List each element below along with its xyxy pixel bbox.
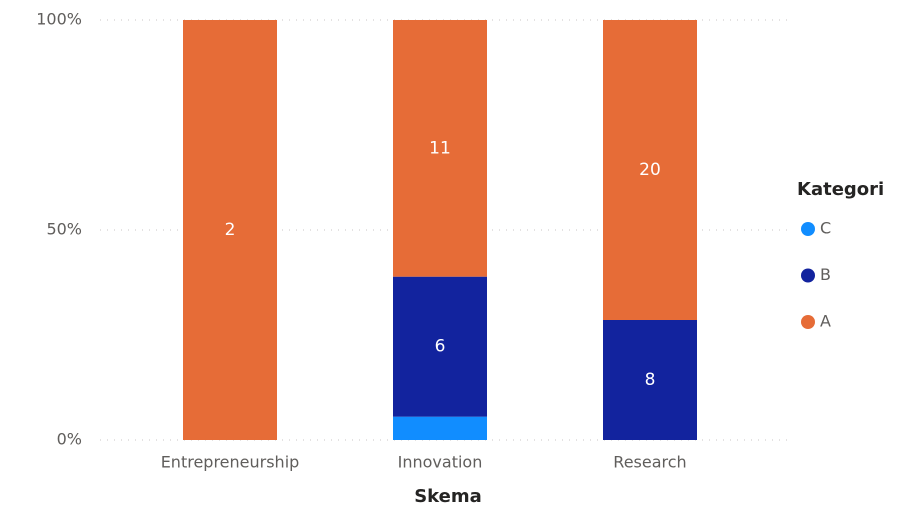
- bar-segment: [393, 20, 487, 277]
- data-label: 20: [639, 160, 661, 180]
- y-tick-label: 0%: [57, 430, 82, 449]
- y-tick-label: 100%: [36, 10, 82, 29]
- bar-segment: [183, 20, 277, 440]
- data-label: 8: [645, 370, 656, 390]
- y-tick-label: 50%: [46, 220, 82, 239]
- data-label: 2: [225, 220, 236, 240]
- bar-segment: [603, 20, 697, 320]
- bar-segment: [603, 320, 697, 440]
- x-tick-label: Innovation: [398, 453, 483, 472]
- data-label: 11: [429, 138, 451, 158]
- bar-segment: [393, 276, 487, 417]
- legend-label: C: [820, 219, 831, 238]
- legend-swatch: [801, 268, 815, 283]
- legend-swatch: [801, 222, 815, 236]
- legend-swatch: [801, 315, 815, 329]
- legend-label: A: [820, 312, 831, 331]
- x-tick-label: Entrepreneurship: [161, 453, 300, 472]
- x-axis-title: Skema: [414, 486, 482, 507]
- x-tick-label: Research: [613, 453, 686, 472]
- data-label: 6: [435, 337, 446, 357]
- legend-title: Kategori: [797, 179, 884, 200]
- legend-label: B: [820, 265, 831, 284]
- bar-segment: [393, 416, 487, 440]
